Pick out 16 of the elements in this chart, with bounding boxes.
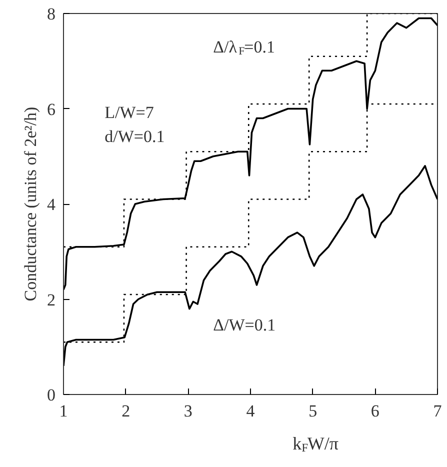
x-tick-label: 7 bbox=[433, 402, 442, 420]
annotation: L/W=7 bbox=[104, 103, 154, 122]
x-tick-label: 6 bbox=[370, 402, 380, 420]
x-tick-label: 1 bbox=[59, 402, 68, 420]
y-tick-label: 6 bbox=[47, 100, 56, 119]
x-tick-label: 4 bbox=[246, 402, 256, 420]
y-tick-label: 0 bbox=[47, 386, 56, 404]
x-tick-label: 3 bbox=[184, 402, 192, 420]
annotation: d/W=0.1 bbox=[104, 127, 165, 146]
x-tick-label: 5 bbox=[308, 402, 318, 420]
y-tick-label: 2 bbox=[47, 290, 56, 310]
y-tick-label: 8 bbox=[47, 4, 56, 24]
series-label: Δ/W=0.1 bbox=[213, 316, 276, 335]
y-axis-title: Conductance (units of 2e²/h) bbox=[21, 106, 40, 302]
y-tick-label: 4 bbox=[47, 195, 56, 214]
x-tick-label: 2 bbox=[122, 402, 130, 420]
